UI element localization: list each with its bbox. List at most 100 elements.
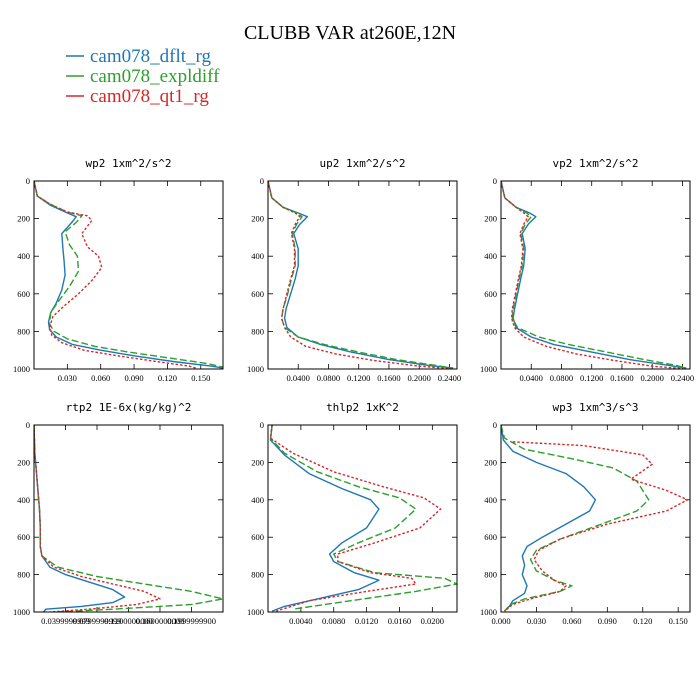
x-tick-label: 0.120 — [158, 373, 177, 383]
panel-title: up2 1xm^2/s^2 — [319, 157, 405, 170]
legend: cam078_dflt_rg cam078_expldiff cam078_qt… — [66, 46, 220, 107]
panel-frame — [500, 424, 691, 613]
y-tick-label: 400 — [17, 495, 30, 505]
x-tick-label: 0.000 — [491, 616, 510, 626]
x-tick-label: 0.0799999999 — [73, 616, 122, 626]
y-tick-label: 1000 — [247, 364, 264, 374]
x-tick-label: 0.0399999999 — [41, 616, 90, 626]
series-line-3 — [501, 181, 683, 369]
series-line-3 — [34, 425, 161, 612]
y-tick-label: 1000 — [247, 607, 264, 617]
panel-title: wp3 1xm^3/s^3 — [552, 401, 638, 414]
y-tick-label: 200 — [484, 457, 497, 467]
series-line-3 — [269, 425, 442, 612]
x-tick-label: 0.1999999900 — [167, 616, 216, 626]
x-tick-label: 0.1600000000 — [136, 616, 185, 626]
y-tick-label: 0 — [26, 420, 30, 430]
y-tick-label: 600 — [17, 289, 30, 299]
series-line-1 — [501, 181, 687, 369]
series-line-1 — [34, 181, 223, 369]
x-tick-label: 0.150 — [669, 616, 688, 626]
y-tick-label: 1000 — [480, 364, 497, 374]
x-tick-label: 0.030 — [527, 616, 546, 626]
panel-2: up2 1xm^2/s^2 0 200 400 600 800 1000 0.0400 0.08… — [247, 157, 461, 383]
y-tick-label: 0 — [493, 176, 497, 186]
y-tick-label: 0 — [493, 420, 497, 430]
series-line-2 — [34, 425, 223, 612]
panel-title: thlp2 1xK^2 — [326, 401, 399, 414]
y-tick-label: 1000 — [13, 607, 30, 617]
panel-title: wp2 1xm^2/s^2 — [85, 157, 171, 170]
x-tick-label: 0.090 — [598, 616, 617, 626]
y-tick-label: 800 — [251, 570, 264, 580]
x-tick-label: 0.0800 — [317, 373, 340, 383]
panel-frame — [33, 180, 224, 370]
series-line-3 — [268, 181, 450, 369]
x-tick-label: 0.1600 — [377, 373, 400, 383]
panel-frame — [267, 424, 458, 613]
series-line-3 — [34, 181, 198, 369]
panels: wp2 1xm^2/s^2 0 200 400 600 800 1000 0.030 0.060… — [13, 157, 694, 626]
figure-title: CLUBB VAR at260E,12N — [244, 22, 456, 44]
x-tick-label: 0.1200 — [580, 373, 603, 383]
x-tick-label: 0.120 — [633, 616, 652, 626]
legend-label-qt1: cam078_qt1_rg — [90, 86, 209, 107]
y-tick-label: 800 — [17, 570, 30, 580]
y-tick-label: 600 — [251, 532, 264, 542]
y-tick-label: 200 — [17, 457, 30, 467]
y-tick-label: 800 — [251, 326, 264, 336]
x-tick-label: 0.2000 — [408, 373, 431, 383]
y-tick-label: 800 — [484, 326, 497, 336]
series-line-2 — [268, 181, 454, 369]
y-tick-label: 0 — [260, 420, 264, 430]
y-tick-label: 400 — [484, 495, 497, 505]
x-tick-label: 0.2000 — [641, 373, 664, 383]
x-tick-label: 0.0160 — [388, 616, 411, 626]
y-tick-label: 400 — [251, 251, 264, 261]
y-tick-label: 1000 — [13, 364, 30, 374]
y-tick-label: 400 — [251, 495, 264, 505]
y-tick-label: 1000 — [480, 607, 497, 617]
series-line-1 — [501, 425, 597, 612]
y-tick-label: 600 — [251, 289, 264, 299]
x-tick-label: 0.1600 — [610, 373, 633, 383]
x-tick-label: 0.060 — [91, 373, 110, 383]
y-tick-label: 800 — [17, 326, 30, 336]
y-tick-label: 600 — [484, 289, 497, 299]
x-tick-label: 0.090 — [124, 373, 143, 383]
y-tick-label: 800 — [484, 570, 497, 580]
x-tick-label: 0.1200000000 — [104, 616, 153, 626]
x-tick-label: 0.0120 — [355, 616, 378, 626]
legend-label-expldiff: cam078_expldiff — [90, 66, 220, 87]
x-tick-label: 0.0800 — [550, 373, 573, 383]
y-tick-label: 200 — [251, 457, 264, 467]
panel-frame — [33, 424, 224, 613]
y-tick-label: 0 — [260, 176, 264, 186]
series-line-2 — [501, 181, 687, 369]
panel-frame — [500, 180, 691, 370]
x-tick-label: 0.0400 — [287, 373, 310, 383]
x-tick-label: 0.030 — [58, 373, 77, 383]
panel-4: rtp2 1E-6x(kg/kg)^2 0 200 400 600 800 1000 0.03… — [13, 401, 224, 626]
panel-5: thlp2 1xK^2 0 200 400 600 800 1000 0.0040 0.0080… — [247, 401, 458, 626]
y-tick-label: 0 — [26, 176, 30, 186]
x-tick-label: 0.0040 — [289, 616, 312, 626]
x-tick-label: 0.2400 — [671, 373, 694, 383]
y-tick-label: 200 — [251, 214, 264, 224]
panel-title: rtp2 1E-6x(kg/kg)^2 — [66, 401, 192, 414]
series-line-1 — [268, 181, 454, 369]
x-tick-label: 0.150 — [191, 373, 210, 383]
y-tick-label: 200 — [484, 214, 497, 224]
y-tick-label: 600 — [484, 532, 497, 542]
x-tick-label: 0.1200 — [347, 373, 370, 383]
panel-1: wp2 1xm^2/s^2 0 200 400 600 800 1000 0.030 0.060… — [13, 157, 224, 383]
series-line-3 — [504, 441, 689, 612]
x-tick-label: 0.060 — [562, 616, 581, 626]
x-tick-label: 0.0400 — [520, 373, 543, 383]
series-line-1 — [269, 425, 380, 612]
y-tick-label: 400 — [484, 251, 497, 261]
legend-label-dflt: cam078_dflt_rg — [90, 46, 212, 67]
x-tick-label: 0.0080 — [322, 616, 345, 626]
